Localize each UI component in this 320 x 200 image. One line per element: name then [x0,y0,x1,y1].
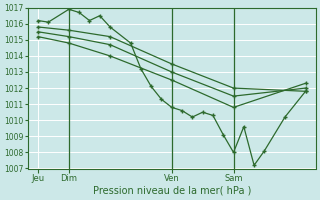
X-axis label: Pression niveau de la mer( hPa ): Pression niveau de la mer( hPa ) [92,186,251,196]
